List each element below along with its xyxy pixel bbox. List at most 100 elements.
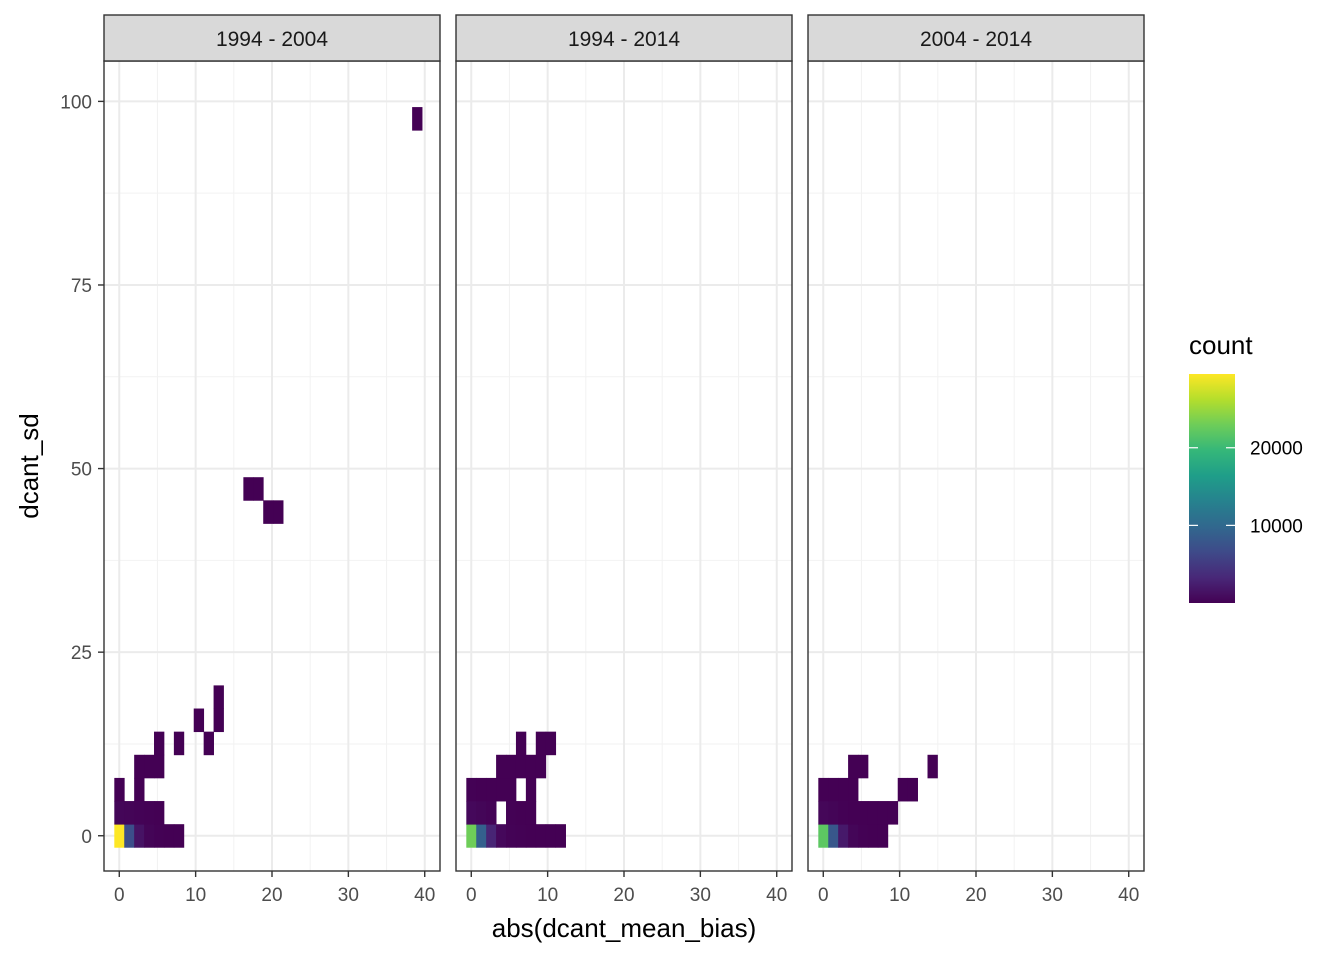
heatmap-bin (496, 824, 507, 848)
heatmap-bin (466, 824, 477, 848)
heatmap-bin (476, 777, 487, 802)
x-tick-label: 10 (889, 885, 910, 906)
heatmap-bin (486, 824, 497, 848)
heatmap-bin (263, 500, 274, 524)
heatmap-bin (134, 824, 145, 848)
heatmap-bin (506, 777, 517, 802)
heatmap-bin (848, 777, 859, 802)
heatmap-bin (114, 824, 125, 848)
heatmap-bin (828, 801, 839, 825)
heatmap-bin (124, 801, 135, 825)
heatmap-bin (243, 477, 254, 501)
heatmap-bin (848, 754, 859, 779)
heatmap-bin (838, 777, 849, 802)
heatmap-bin (496, 754, 507, 779)
heatmap-bin (525, 754, 537, 779)
heatmap-bin (144, 801, 155, 825)
heatmap-bin (525, 777, 537, 802)
heatmap-bin (213, 708, 224, 733)
heatmap-bin (858, 754, 869, 779)
facet-strip-label: 1994 - 2004 (216, 28, 328, 51)
heatmap-bin (877, 801, 889, 825)
y-axis-title: dcant_sd (14, 413, 44, 519)
heatmap-bin (525, 801, 537, 825)
x-tick-label: 30 (690, 885, 711, 906)
heatmap-bin (887, 801, 899, 825)
heatmap-bin (486, 801, 497, 825)
heatmap-bin (114, 777, 125, 802)
y-tick-label: 100 (60, 92, 92, 113)
heatmap-bin (154, 824, 165, 848)
heatmap-bin (466, 801, 477, 825)
heatmap-bin (506, 754, 517, 779)
x-tick-label: 0 (114, 885, 125, 906)
heatmap-bin (134, 801, 145, 825)
heatmap-bin (907, 777, 918, 802)
facet-strip-label: 2004 - 2014 (920, 28, 1032, 51)
heatmap-bin (476, 824, 487, 848)
heatmap-bin (858, 824, 869, 848)
heatmap-bin (203, 731, 214, 756)
heatmap-bin (515, 824, 527, 848)
heatmap-bin (124, 824, 135, 848)
heatmap-bin (173, 824, 185, 848)
heatmap-bin (213, 685, 224, 709)
heatmap-bin (154, 801, 165, 825)
x-tick-label: 30 (1042, 885, 1063, 906)
y-tick-label: 25 (71, 643, 92, 664)
x-axis-title: abs(dcant_mean_bias) (492, 913, 757, 943)
heatmap-bin (927, 754, 938, 779)
heatmap-bin (515, 754, 527, 779)
legend-title: count (1189, 330, 1253, 360)
x-tick-label: 40 (766, 885, 787, 906)
legend-tick-label: 20000 (1250, 439, 1303, 460)
y-tick-label: 0 (81, 827, 92, 848)
x-tick-label: 20 (261, 885, 282, 906)
heatmap-bin (828, 824, 839, 848)
heatmap-bin (515, 731, 527, 756)
heatmap-bin (848, 801, 859, 825)
y-tick-label: 75 (71, 276, 92, 297)
facet-strip (455, 14, 793, 62)
heatmap-bin (545, 824, 557, 848)
heatmap-bin (144, 824, 155, 848)
heatmap-bin (867, 824, 879, 848)
x-tick-label: 10 (185, 885, 206, 906)
heatmap-bin (506, 824, 517, 848)
heatmap-bin (496, 777, 507, 802)
heatmap-bin (515, 801, 527, 825)
heatmap-bin (535, 754, 547, 779)
x-tick-label: 30 (338, 885, 359, 906)
facet-strip (103, 14, 441, 62)
x-tick-label: 40 (414, 885, 435, 906)
heatmap-bin (476, 801, 487, 825)
heatmap-bin (555, 824, 566, 848)
heatmap-bin (877, 824, 889, 848)
heatmap-bin (173, 731, 185, 756)
legend-colorbar (1189, 374, 1235, 603)
heatmap-bin (144, 754, 155, 779)
heatmap-bin (818, 801, 829, 825)
x-tick-label: 0 (818, 885, 829, 906)
heatmap-bin (154, 731, 165, 756)
heatmap-bin (486, 777, 497, 802)
heatmap-bin (412, 107, 423, 131)
heatmap-bin (506, 801, 517, 825)
x-tick-label: 20 (965, 885, 986, 906)
legend-tick-label: 10000 (1250, 516, 1303, 537)
heatmap-bin (858, 801, 869, 825)
heatmap-bin (535, 731, 547, 756)
heatmap-bin (818, 824, 829, 848)
heatmap-bin (838, 824, 849, 848)
y-tick-label: 50 (71, 460, 92, 481)
x-tick-label: 10 (537, 885, 558, 906)
heatmap-bin (535, 824, 547, 848)
heatmap-bin (545, 731, 557, 756)
heatmap-bin (818, 777, 829, 802)
heatmap-bin (114, 801, 125, 825)
heatmap-bin (525, 824, 537, 848)
x-tick-label: 40 (1118, 885, 1139, 906)
heatmap-bin (867, 801, 879, 825)
